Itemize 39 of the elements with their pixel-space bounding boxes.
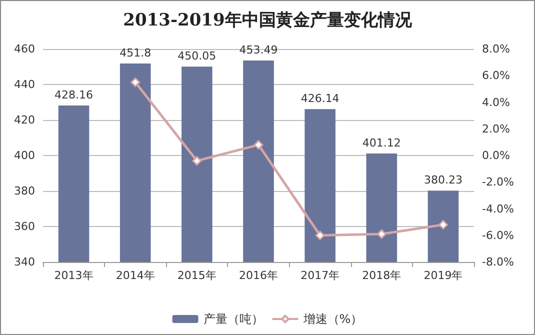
point: [438, 220, 448, 230]
data-label: 428.16: [54, 88, 94, 102]
x-tick-label: 2018年: [362, 269, 402, 282]
y-tick-label: 440: [14, 78, 35, 91]
point: [192, 156, 202, 166]
data-label: 453.49: [239, 44, 278, 57]
y2-tick-label: 6.0%: [482, 69, 510, 82]
y-tick-label: 400: [14, 149, 35, 162]
point: [315, 230, 325, 240]
x-tick-label: 2015年: [177, 269, 216, 282]
y2-tick-label: -4.0%: [482, 202, 514, 216]
data-label: 450.05: [178, 50, 216, 63]
point: [254, 140, 264, 150]
data-label: 380.23: [424, 174, 462, 187]
y2-tick-label: 8.0%: [482, 42, 510, 56]
x-tick-label: 2016年: [239, 269, 278, 282]
x-tick-label: 2014年: [116, 269, 155, 282]
y-tick-label: 420: [14, 114, 35, 126]
point: [130, 78, 140, 88]
data-label: 451.8: [120, 46, 152, 60]
y2-tick-label: 0.0%: [482, 149, 510, 162]
legend-label: 产量（吨）: [203, 312, 264, 326]
y2-tick-label: -2.0%: [482, 176, 514, 189]
y-tick-label: 340: [14, 256, 35, 268]
data-label: 426.14: [300, 92, 340, 106]
y-tick-label: 360: [14, 220, 35, 233]
point: [376, 229, 386, 239]
x-tick-label: 2013年: [54, 269, 94, 282]
data-label: 401.12: [362, 136, 401, 150]
legend-label: 增速（%）: [302, 312, 363, 326]
x-tick-label: 2017年: [300, 269, 340, 282]
y2-tick-label: -8.0%: [482, 256, 514, 268]
chart-title: 2013-2019年中国黄金产量变化情况: [123, 10, 413, 30]
y-tick-label: 460: [14, 42, 35, 56]
y2-tick-label: 4.0%: [482, 96, 510, 109]
y-tick-label: 380: [14, 184, 35, 198]
x-tick-label: 2019年: [424, 269, 463, 282]
y2-tick-label: 2.0%: [482, 122, 510, 136]
y2-tick-label: -6.0%: [482, 228, 514, 242]
